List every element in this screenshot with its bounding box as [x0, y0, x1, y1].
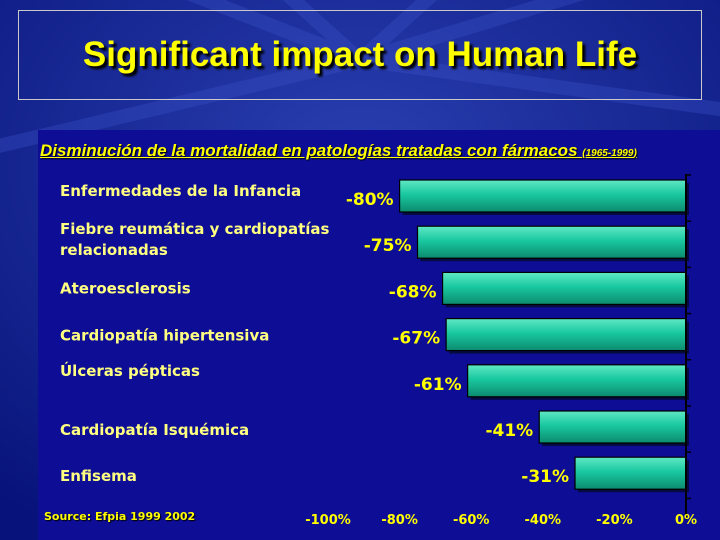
- x-tick-label: -20%: [596, 513, 633, 528]
- category-label: Cardiopatía Isquémica: [60, 421, 249, 439]
- x-tick-label: -100%: [305, 513, 351, 528]
- category-label: Ateroesclerosis: [60, 279, 191, 297]
- bar: [399, 179, 687, 213]
- chart-title: Disminución de la mortalidad en patologí…: [40, 141, 637, 160]
- chart-title-years: 1965-1999: [585, 148, 634, 159]
- category-label: Úlceras pépticas: [60, 361, 200, 380]
- bar: [538, 410, 687, 444]
- bar-value-label: -75%: [364, 236, 412, 256]
- bar: [467, 364, 687, 398]
- x-tick-label: -40%: [525, 513, 562, 528]
- category-label: Cardiopatía hipertensiva: [60, 327, 269, 345]
- category-label: relacionadas: [60, 241, 168, 259]
- bar: [416, 225, 687, 259]
- x-tick-label: 0%: [675, 513, 697, 528]
- x-tick-label: -60%: [453, 513, 490, 528]
- bar-value-label: -67%: [392, 329, 440, 349]
- bar-value-label: -31%: [521, 467, 569, 487]
- chart-title-text: Disminución de la mortalidad en patologí…: [40, 141, 578, 160]
- category-label: Enfisema: [60, 467, 137, 485]
- slide-title: Significant impact on Human Life: [82, 35, 638, 74]
- bar: [574, 456, 687, 490]
- category-label: Enfermedades de la Infancia: [60, 182, 301, 200]
- bar-value-label: -68%: [389, 282, 437, 302]
- category-label: Fiebre reumática y cardiopatías: [60, 220, 330, 238]
- x-tick-label: -80%: [381, 513, 418, 528]
- bar-value-label: -61%: [414, 375, 462, 395]
- bar: [441, 271, 687, 305]
- source-note: Source: Efpia 1999 2002: [44, 510, 196, 523]
- bar-value-label: -41%: [485, 421, 533, 441]
- bar-value-label: -80%: [346, 190, 394, 210]
- title-box: Significant impact on Human Life: [18, 10, 702, 100]
- bar: [445, 318, 687, 352]
